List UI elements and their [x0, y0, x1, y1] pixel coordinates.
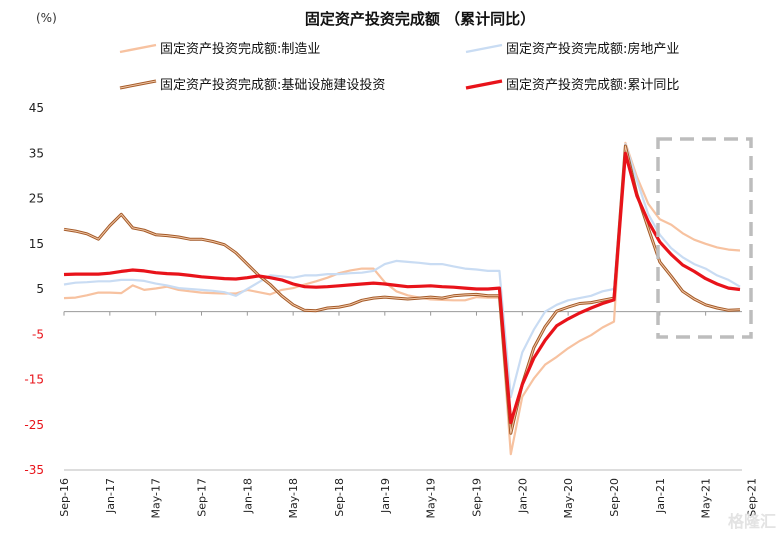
x-tick-label: Jan-19	[379, 478, 392, 514]
legend: 固定资产投资完成额:制造业 固定资产投资完成额:房地产业固定资产投资完成额:基础设…	[119, 41, 679, 93]
legend-swatch-inner	[119, 80, 157, 89]
x-tick-label: Sep-18	[333, 478, 346, 517]
x-tick-label: May-20	[562, 478, 575, 519]
x-tick-label: Sep-19	[470, 478, 483, 517]
legend-label: 固定资产投资完成额:累计同比	[506, 77, 679, 93]
x-tick-label: Jan-20	[516, 478, 529, 514]
y-tick-label: -35	[24, 463, 44, 477]
x-tick-label: May-19	[425, 478, 438, 519]
legend-swatch	[119, 43, 157, 54]
legend-label: 固定资产投资完成额:基础设施建设投资	[160, 77, 385, 93]
series-line	[63, 151, 741, 425]
x-tick-label: Jan-18	[241, 478, 254, 514]
x-tick-label: Sep-21	[745, 478, 758, 517]
x-tick-label: May-17	[150, 478, 163, 519]
y-tick-label: 45	[29, 101, 44, 115]
y-tick-label: -5	[32, 327, 44, 341]
x-tick-label: May-21	[700, 478, 713, 519]
x-tick-label: Sep-17	[195, 478, 208, 517]
legend-label: 固定资产投资完成额:房地产业	[506, 41, 679, 57]
y-tick-label: 15	[29, 237, 44, 251]
y-tick-label: 35	[29, 146, 44, 160]
x-tick-label: Sep-16	[58, 478, 71, 517]
y-axis-label: (%)	[36, 11, 57, 25]
series-group	[63, 141, 741, 456]
legend-swatch	[465, 79, 503, 90]
y-axis: 45 35 25 15 5 -5 -15 -25 -35	[24, 101, 44, 477]
y-tick-label: -25	[24, 418, 44, 432]
x-tick-label: Jan-17	[104, 478, 117, 514]
x-tick-label: Sep-20	[608, 478, 621, 517]
x-tick-label: Jan-21	[654, 478, 667, 514]
x-tick-label: May-18	[287, 478, 300, 519]
series-line	[63, 143, 741, 399]
series-line-outline	[63, 144, 741, 435]
watermark: 格隆汇	[727, 512, 776, 531]
legend-label: 固定资产投资完成额:制造业	[160, 41, 320, 57]
y-tick-label: 5	[36, 282, 44, 296]
highlight-dashed-box	[656, 137, 753, 339]
y-tick-label: 25	[29, 192, 44, 206]
x-axis: Sep-16 Jan-17 May-17 Sep-17 Jan-18 May-18 Sep-…	[58, 311, 758, 519]
y-tick-label: -15	[24, 373, 44, 387]
chart-title: 固定资产投资完成额 （累计同比）	[305, 10, 535, 28]
legend-swatch	[465, 43, 503, 54]
series-line	[63, 145, 741, 434]
